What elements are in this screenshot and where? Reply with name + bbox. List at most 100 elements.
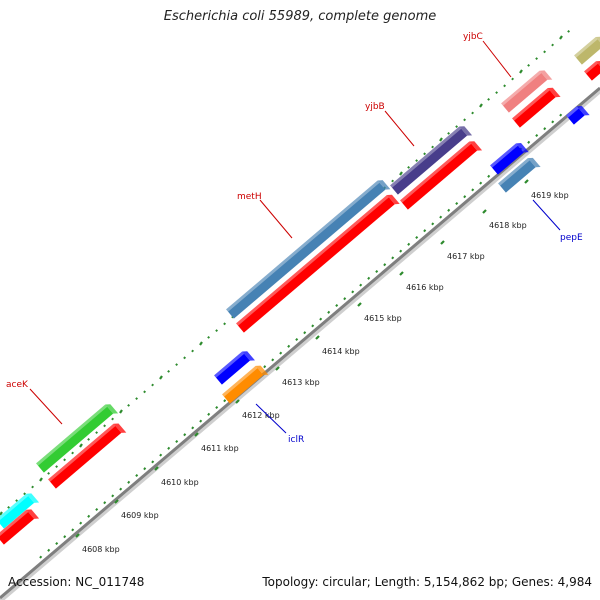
tick-label: 4613 kbp [282,378,320,387]
track-dot [143,390,146,394]
gene-callouts: aceK metH yjbB yjbC iclR pepE [6,32,583,445]
tick-mark [524,179,529,184]
track-dot [95,431,98,434]
track-dot [447,132,451,135]
feature-gene-meth [226,180,391,319]
track-dot [319,317,323,321]
track-dot [335,303,339,308]
track-dot [167,370,170,373]
track-dot [223,322,226,326]
track-dot [207,412,211,416]
track-dot [391,179,395,183]
track-dot [343,297,347,301]
track-dot [55,541,59,546]
track-dot [143,467,147,471]
track-dot [183,356,186,360]
track-dot [567,29,571,33]
track-dot [559,113,563,117]
feature-forward-cds [400,141,483,210]
track-dot [191,349,194,353]
track-dot [63,458,66,462]
accession-text: Accession: NC_011748 [8,575,145,589]
feature-reverse-blue [566,105,590,125]
track-dot [527,63,531,67]
track-dot [127,404,130,407]
track-dot [551,43,555,47]
track-dot [199,341,203,346]
feature-forward-cds [0,509,40,545]
tick-label: 4614 kbp [322,347,360,356]
track-dot [415,235,419,240]
track-dot [127,480,131,484]
tick-mark [154,466,159,471]
track-dot [287,344,291,348]
genome-backbone [0,87,600,600]
tick-label: 4609 kbp [121,511,159,520]
track-dot [175,439,179,444]
feature-gene-yjbc [501,70,553,113]
track-dot [119,409,123,414]
callout-line-acek [29,388,63,425]
track-dot [399,171,403,176]
tick-mark [440,240,445,245]
genome-summary-text: Topology: circular; Length: 5,154,862 bp… [262,575,592,589]
feature-reverse-blue [214,351,255,385]
track-dot [135,473,139,478]
track-dot [399,249,403,253]
track-dot [111,494,115,498]
callout-line-yjbc [482,40,512,78]
track-dot [463,118,467,122]
feature-forward-cds [584,60,600,81]
feature-gene-iclr [222,365,269,404]
track-dot [87,438,90,441]
tick-label: 4615 kbp [364,314,402,323]
track-dot [407,166,411,169]
track-dot [503,84,507,88]
track-dot [439,215,443,219]
track-dot [23,492,27,496]
track-dot [447,208,451,212]
track-dot [471,111,475,115]
tick-label: 4616 kbp [406,283,444,292]
track-dot [495,91,499,95]
track-dot [383,263,387,267]
track-dot [47,548,51,552]
gene-label-yjbb: yjbB [365,102,385,112]
track-dot [479,181,483,185]
tick-label: 4611 kbp [201,444,239,453]
track-dot [111,417,114,421]
tick-mark [114,499,119,504]
track-dot [415,159,419,162]
track-dot [423,152,427,156]
track-dot [367,276,371,280]
track-dot [119,487,123,491]
feature-gene-cyan [0,493,40,529]
track-dot [463,195,467,199]
tick-mark [194,432,199,437]
track-dot [55,465,59,468]
track-dot [135,397,138,400]
callout-line-meth [259,199,293,239]
tick-mark [357,302,362,307]
feature-reverse-blue [490,143,529,175]
track-dot [183,433,187,437]
callout-line-pepe [532,199,561,231]
track-dot [39,555,43,559]
feature-forward-cds [48,423,127,489]
track-dot [303,331,307,335]
track-dot [295,337,299,342]
track-dot [207,336,210,339]
track-dot [7,506,11,509]
tick-mark [399,271,404,276]
tick-mark [315,335,320,340]
track-dot [63,535,67,539]
feature-track [0,36,600,545]
feature-gene-pepe [498,157,541,193]
track-dot [167,446,171,450]
track-dot [311,324,315,328]
track-dot [535,57,539,61]
track-dot [431,222,435,226]
track-dot [79,443,83,448]
track-dot [487,174,491,178]
